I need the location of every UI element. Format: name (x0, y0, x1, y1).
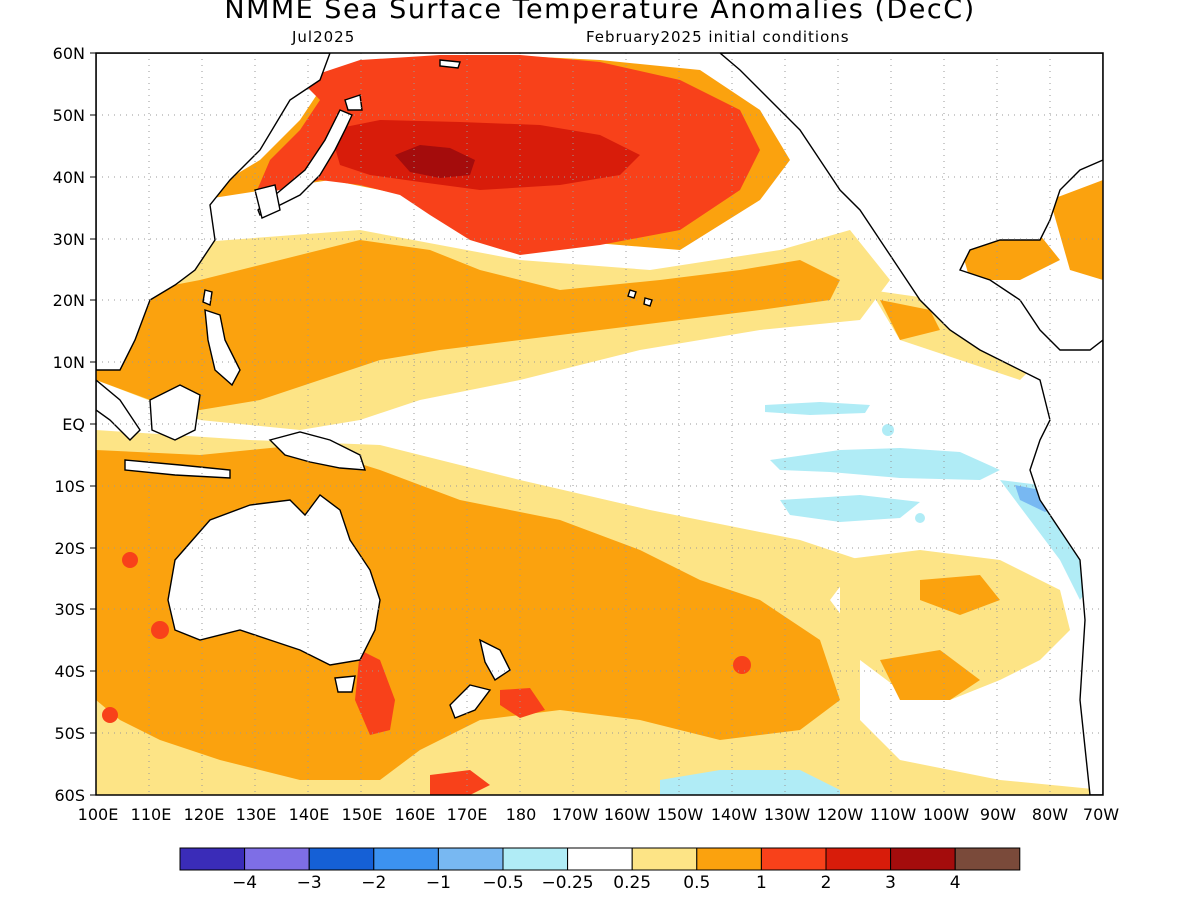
lat-label: 60N (53, 44, 85, 63)
lon-label: 160E (395, 805, 436, 824)
colorbar-swatch (373, 847, 439, 871)
colorbar-swatch (631, 847, 698, 871)
colorbar-label: 0.25 (613, 873, 651, 893)
grid-lines (96, 53, 1103, 795)
coastlines (96, 53, 1103, 795)
lon-label: 150E (342, 805, 383, 824)
colorbar-swatch (567, 847, 633, 871)
colorbar-swatch (308, 847, 375, 871)
colorbar-swatch (244, 847, 310, 871)
lon-label: 110W (870, 805, 917, 824)
lon-label: 100E (78, 805, 119, 824)
colorbar-labels: −4 −3 −2 −1 −0.5 −0.25 0.25 0.5 1 2 3 4 (232, 873, 961, 893)
colorbar-swatch (954, 847, 1021, 871)
lat-label: 40N (53, 168, 85, 187)
extreme-warm-regions (395, 145, 475, 178)
lon-label: 170E (447, 805, 488, 824)
initial-conditions-label: February2025 initial conditions (586, 28, 850, 46)
lon-label: 180 (506, 805, 537, 824)
lat-label: 60S (54, 786, 85, 805)
colorbar (179, 847, 1021, 871)
colorbar-label: 1 (756, 873, 767, 893)
lon-label: 90W (980, 805, 1016, 824)
lon-label: 120W (817, 805, 864, 824)
lat-label: 50S (54, 724, 85, 743)
map-title: NMME Sea Surface Temperature Anomalies (… (224, 0, 976, 25)
colorbar-label: 3 (885, 873, 896, 893)
lon-label: 70W (1083, 805, 1119, 824)
lat-label: 40S (54, 662, 85, 681)
longitude-labels: 100E 110E 120E 130E 140E 150E 160E 170E … (78, 805, 1120, 824)
lon-label: 160W (604, 805, 651, 824)
lon-label: 130W (764, 805, 811, 824)
latitude-labels: 60N 50N 40N 30N 20N 10N EQ 10S 20S 30S 4… (53, 44, 85, 805)
target-month-label: Jul2025 (292, 28, 356, 46)
colorbar-swatch (890, 847, 956, 871)
tick-marks (90, 52, 96, 796)
lon-label: 80W (1032, 805, 1068, 824)
lon-label: 150W (657, 805, 704, 824)
lat-label: 20S (54, 539, 85, 558)
colorbar-swatch (760, 847, 827, 871)
very-strong-warm-regions (330, 120, 640, 190)
lon-label: 110E (131, 805, 172, 824)
colorbar-label: −2 (361, 873, 386, 893)
lat-label: 10N (53, 353, 85, 372)
colorbar-label: 0.5 (683, 873, 710, 893)
colorbar-swatch (437, 847, 504, 871)
colorbar-label: −1 (426, 873, 451, 893)
colorbar-swatch (179, 847, 246, 871)
lat-label: 50N (53, 106, 85, 125)
lat-label: 30N (53, 230, 85, 249)
lat-label: 10S (54, 477, 85, 496)
lon-label: 100W (923, 805, 970, 824)
lat-label: 20N (53, 291, 85, 310)
colorbar-label: 2 (821, 873, 832, 893)
lon-label: 130E (236, 805, 277, 824)
colorbar-label: −3 (297, 873, 322, 893)
lon-label: 170W (552, 805, 599, 824)
colorbar-label: −4 (232, 873, 257, 893)
lat-label: EQ (62, 415, 85, 434)
colorbar-label: 4 (950, 873, 961, 893)
anomaly-field (96, 53, 1103, 795)
colorbar-swatch (825, 847, 892, 871)
lat-label: 30S (54, 600, 85, 619)
colorbar-label: −0.25 (542, 873, 594, 893)
colorbar-swatch (696, 847, 762, 871)
lon-label: 140E (289, 805, 330, 824)
lon-label: 140W (711, 805, 758, 824)
lon-label: 120E (184, 805, 225, 824)
colorbar-swatch (502, 847, 569, 871)
weak-cool-regions (660, 402, 1095, 795)
colorbar-label: −0.5 (482, 873, 523, 893)
